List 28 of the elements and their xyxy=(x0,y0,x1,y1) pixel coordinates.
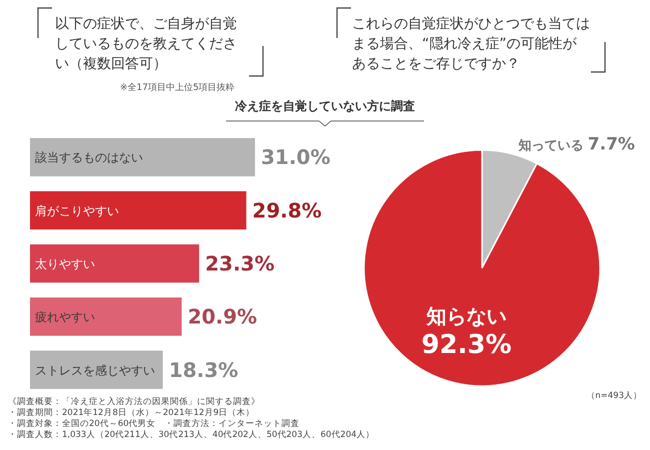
chart-subtitle: ※全17項目中上位5項目抜粋 xyxy=(120,82,235,93)
chart-subtitle: 冷え症を自覚していない方に調査 xyxy=(235,99,415,113)
slice-label: 知らない xyxy=(425,304,506,328)
text: （n=493人） xyxy=(586,390,642,401)
text: ・調査人数：1,033人（20代211人、30代213人、40代202人、50代203人、60代204人） xyxy=(8,429,375,440)
data-label: 20.9% xyxy=(188,304,258,329)
chart-title: これらの自覚症状がひとつでも当てはまる場合、“隠れ冷え症”の可能性があることをご存じですか？ xyxy=(352,16,590,72)
bar xyxy=(30,350,163,389)
y-tick-label: 疲れやすい xyxy=(35,310,95,324)
data-label: 18.3% xyxy=(168,358,238,382)
y-tick-label: ストレスを感じやすい xyxy=(35,363,155,378)
data-label: 23.3% xyxy=(205,252,275,276)
data-label: 92.3% xyxy=(421,330,512,360)
bar xyxy=(30,244,200,283)
chart-title: 以下の症状で、ご自身が自覚しているものを教えてください（複数回答可） xyxy=(55,16,237,72)
y-tick-label: 太りやすい xyxy=(35,257,95,271)
bar xyxy=(30,138,255,176)
y-tick-label: 該当するものはない xyxy=(35,150,143,165)
y-tick-label: 肩がこりやすい xyxy=(35,204,119,218)
text: ・調査対象：全国の20代～60代男女 ・調査方法：インターネット調査 xyxy=(8,418,300,429)
data-label: 7.7% xyxy=(588,134,635,154)
data-label: 29.8% xyxy=(252,198,322,222)
bar xyxy=(30,191,246,230)
data-label: 31.0% xyxy=(261,145,330,170)
slice-label: 知っている xyxy=(517,138,588,154)
text: 《調査概要：「冷え症と入浴方法の因果関係」に関する調査》 xyxy=(8,396,260,407)
text: ・調査期間：2021年12月8日（水）～2021年12月9日（木） xyxy=(8,407,255,418)
bar xyxy=(30,298,182,336)
